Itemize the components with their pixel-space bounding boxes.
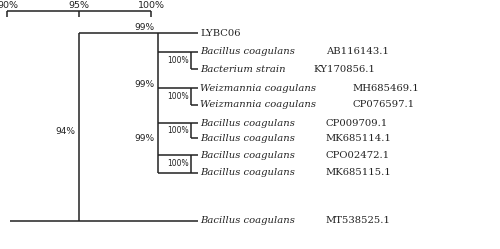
Text: MT538525.1: MT538525.1: [326, 216, 390, 225]
Text: AB116143.1: AB116143.1: [326, 47, 388, 56]
Text: 99%: 99%: [134, 80, 154, 89]
Text: 94%: 94%: [56, 127, 76, 136]
Text: 95%: 95%: [68, 1, 89, 10]
Text: Bacillus coagulans: Bacillus coagulans: [200, 168, 298, 177]
Text: 100%: 100%: [168, 56, 189, 65]
Text: 99%: 99%: [134, 134, 154, 143]
Text: LYBC06: LYBC06: [200, 29, 241, 38]
Text: 100%: 100%: [168, 126, 189, 135]
Text: Bacillus coagulans: Bacillus coagulans: [200, 119, 298, 128]
Text: MK685114.1: MK685114.1: [326, 133, 392, 143]
Text: MH685469.1: MH685469.1: [352, 84, 420, 93]
Text: Bacillus coagulans: Bacillus coagulans: [200, 151, 298, 160]
Text: Bacillus coagulans: Bacillus coagulans: [200, 133, 298, 143]
Text: 100%: 100%: [168, 92, 189, 101]
Text: 90%: 90%: [0, 1, 18, 10]
Text: Bacillus coagulans: Bacillus coagulans: [200, 216, 298, 225]
Text: Weizmannia coagulans: Weizmannia coagulans: [200, 100, 320, 109]
Text: Weizmannia coagulans: Weizmannia coagulans: [200, 84, 320, 93]
Text: KY170856.1: KY170856.1: [314, 64, 376, 73]
Text: 100%: 100%: [168, 159, 189, 168]
Text: 100%: 100%: [138, 1, 164, 10]
Text: Bacillus coagulans: Bacillus coagulans: [200, 47, 298, 56]
Text: 99%: 99%: [134, 23, 154, 32]
Text: MK685115.1: MK685115.1: [326, 168, 392, 177]
Text: CP009709.1: CP009709.1: [326, 119, 388, 128]
Text: Bacterium strain: Bacterium strain: [200, 64, 289, 73]
Text: CPO02472.1: CPO02472.1: [326, 151, 390, 160]
Text: CP076597.1: CP076597.1: [352, 100, 415, 109]
